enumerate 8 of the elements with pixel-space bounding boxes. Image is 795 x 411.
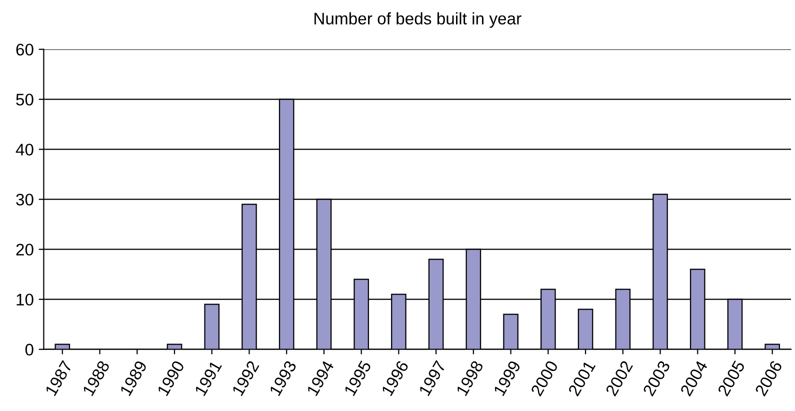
y-tick-label: 40	[16, 144, 34, 156]
y-tick-label: 10	[16, 294, 34, 306]
y-tick-label: 20	[16, 244, 34, 256]
chart-title: Number of beds built in year	[314, 12, 522, 28]
y-tick-label: 0	[25, 344, 34, 356]
y-tick-label: 60	[16, 44, 34, 56]
y-tick-label: 50	[16, 94, 34, 106]
y-tick-label: 30	[16, 194, 34, 206]
